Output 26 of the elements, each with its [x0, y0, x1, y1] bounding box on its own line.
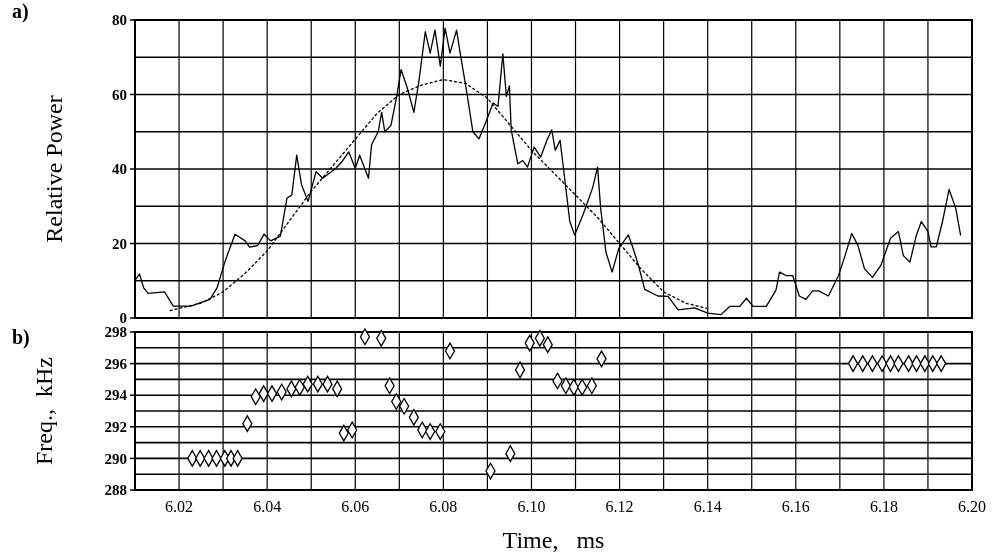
x-tick-label: 6.12 — [605, 498, 634, 515]
y-tick-label: 0 — [119, 310, 127, 327]
y-tick-label: 296 — [104, 355, 128, 372]
chart-title: b) — [12, 326, 30, 349]
chart-title: a) — [12, 0, 29, 23]
x-tick-label: 6.20 — [958, 498, 986, 515]
x-tick-label: 6.10 — [517, 498, 546, 515]
y-tick-label: 60 — [112, 86, 127, 103]
x-tick-label: 6.04 — [253, 498, 282, 515]
x-tick-label: 6.16 — [781, 498, 810, 515]
y-tick-label: 290 — [104, 450, 127, 467]
y-tick-label: 80 — [112, 12, 127, 29]
x-tick-label: 6.18 — [869, 498, 898, 515]
y-tick-label: 294 — [104, 387, 128, 404]
y-axis-title: Freq., kHz — [31, 357, 57, 465]
x-tick-label: 6.02 — [165, 498, 194, 515]
x-tick-label: 6.06 — [341, 498, 370, 515]
y-tick-label: 288 — [104, 482, 127, 499]
x-tick-label: 6.14 — [693, 498, 722, 515]
x-axis-title: Time, ms — [502, 527, 605, 553]
y-tick-label: 20 — [112, 235, 127, 252]
x-tick-label: 6.08 — [429, 498, 458, 515]
y-tick-label: 292 — [104, 419, 127, 436]
y-tick-label: 298 — [104, 324, 127, 341]
y-tick-label: 40 — [112, 161, 127, 178]
y-axis-title: Relative Power — [41, 95, 67, 243]
